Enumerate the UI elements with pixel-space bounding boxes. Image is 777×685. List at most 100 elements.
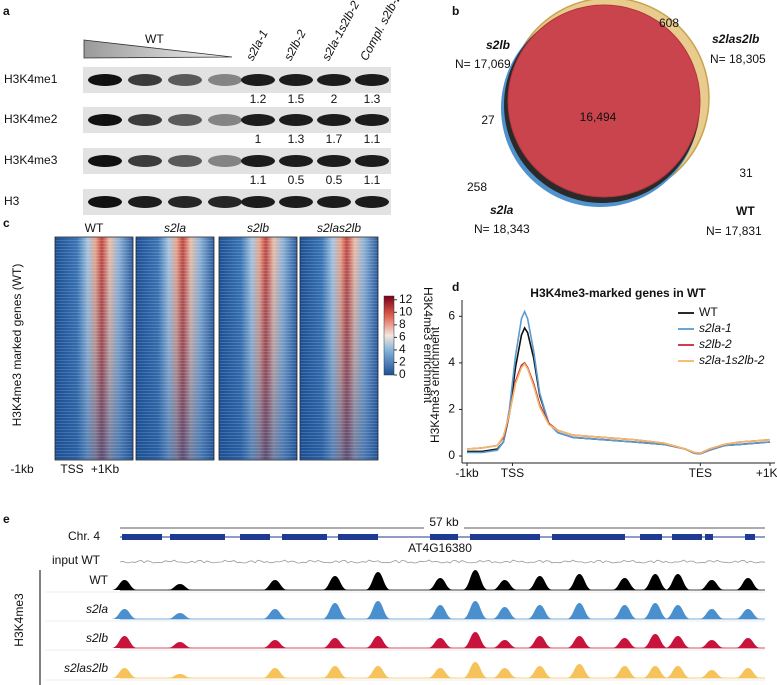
chart-title: H3K4me3-marked genes in WT [530, 286, 706, 300]
track-peak [526, 636, 553, 648]
set-name: s2la [490, 203, 514, 217]
track-peak [611, 605, 638, 619]
track-peak [322, 576, 348, 590]
row-label: H3 [4, 194, 20, 208]
track-peak [611, 638, 638, 648]
track-peak [365, 636, 391, 648]
blot-band [355, 155, 389, 167]
blot-band [128, 114, 162, 126]
chrom-label: Chr. 4 [68, 529, 100, 543]
blot-band [279, 196, 313, 208]
track-peak [642, 574, 669, 590]
track-peak [462, 632, 489, 648]
track-peak [611, 578, 638, 590]
track-peak [365, 601, 391, 619]
blot-band [128, 196, 162, 208]
series-line [466, 362, 771, 455]
track-peak [566, 636, 593, 648]
band-quantification: 1.2 [250, 92, 267, 106]
track-peak [262, 580, 289, 590]
blot-band [241, 114, 275, 126]
track-peak [566, 603, 593, 619]
track-peak [642, 666, 669, 678]
track-peak [365, 572, 391, 590]
track-peak [642, 634, 669, 648]
heatmap [219, 237, 297, 460]
track-peak [322, 638, 348, 648]
set-count: N= 18,343 [474, 222, 530, 236]
band-quantification: 1 [255, 132, 262, 146]
input-label: input WT [52, 553, 101, 567]
track-peak [365, 666, 391, 678]
venn [501, 0, 710, 207]
track-peak [566, 664, 593, 678]
heatmap [136, 237, 214, 460]
track-peak [322, 666, 348, 678]
blot-band [208, 196, 242, 208]
dilution-wedge [83, 39, 233, 59]
heatmap-frame [299, 236, 379, 461]
panel-label: b [452, 4, 459, 18]
track-peak [735, 638, 762, 648]
heatmap-frame [218, 236, 298, 461]
heatmap-title: WT [85, 221, 104, 235]
blot-band [317, 155, 351, 167]
region-count: 258 [467, 180, 487, 194]
blot-band [241, 196, 275, 208]
track-peak [526, 576, 553, 590]
track-peak [427, 605, 454, 619]
band-quantification: 1.1 [364, 132, 381, 146]
set-name: WT [736, 204, 755, 218]
band-quantification: 1.7 [326, 132, 343, 146]
blot-band [317, 74, 351, 86]
band-quantification: 0.5 [288, 173, 305, 187]
blot-band [208, 74, 242, 86]
colorbar-tick-label: 2 [399, 355, 406, 369]
blot-band [168, 114, 202, 126]
track-peak [262, 640, 289, 648]
track-peak [491, 580, 518, 590]
track-peak [735, 668, 762, 678]
track-peak [111, 668, 138, 678]
input-track [119, 559, 766, 564]
wt-label: WT [145, 32, 164, 46]
row-label: H3K4me1 [4, 72, 58, 86]
track-peak [322, 603, 348, 619]
band-quantification: 1.3 [364, 92, 381, 106]
heatmap-ylabel: H3K4me3 marked genes (WT) [10, 264, 24, 427]
colorbar-tick-label: 12 [399, 292, 413, 306]
blot-band [355, 196, 389, 208]
track-peak [491, 607, 518, 619]
heatmap-frame [54, 236, 134, 461]
x-tick-label: TSS [501, 466, 524, 480]
x-tick-label: -1kb [455, 466, 479, 480]
track-peak [427, 638, 454, 648]
set-count: N= 17,069 [455, 57, 511, 71]
track-peak [698, 640, 725, 648]
track-peak [735, 609, 762, 619]
mark-label: H3K4me3 [12, 593, 26, 647]
track-peak [111, 636, 138, 648]
heatmap [55, 237, 133, 460]
track-peak [262, 668, 289, 678]
colorbar-tick-label: 4 [399, 342, 406, 356]
lane-label: s2la-1 [243, 27, 271, 62]
heatmap-title: s2la [164, 221, 186, 235]
y-tick-label: 0 [448, 448, 455, 462]
colorbar-tick-label: 8 [399, 317, 406, 331]
region-count: 27 [481, 113, 495, 127]
track-peak [664, 636, 691, 648]
heatmap-title: s2lb [247, 221, 269, 235]
blot-band [279, 74, 313, 86]
panel-label: e [3, 512, 10, 526]
blot-band [88, 196, 122, 208]
blot-band [355, 74, 389, 86]
blot-band [355, 114, 389, 126]
legend-label: WT [699, 305, 718, 319]
panel-label: c [3, 216, 10, 230]
band-quantification: 2 [331, 92, 338, 106]
track-peak [664, 666, 691, 678]
track-peak [698, 609, 725, 619]
blot-band [208, 155, 242, 167]
